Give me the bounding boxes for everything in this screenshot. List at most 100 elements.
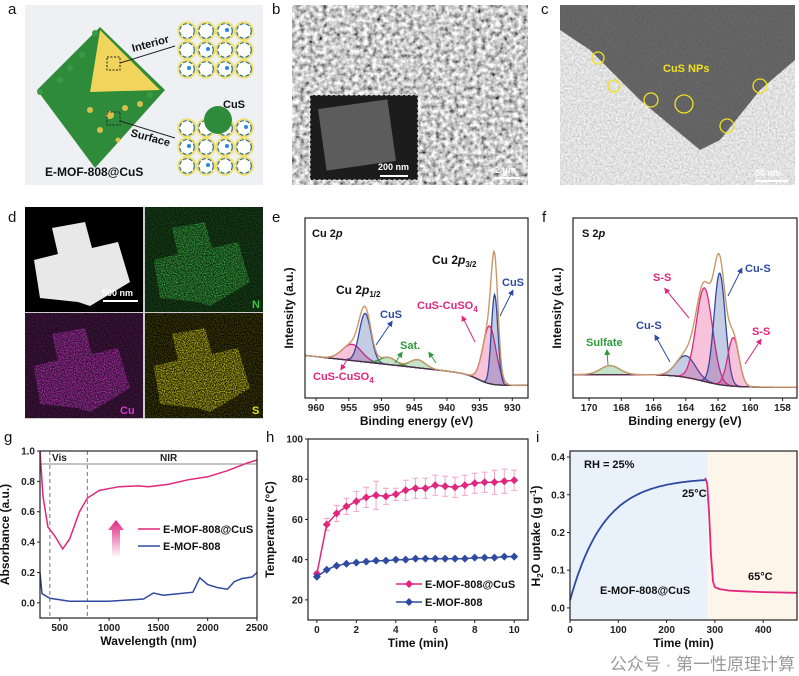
y-tick-label: 0.3 <box>551 490 565 501</box>
desorption-phase-region <box>707 451 797 620</box>
pore-wall <box>179 120 195 136</box>
panel-letter-a: a <box>8 1 17 18</box>
y-axis-label: Intensity (a.u.) <box>282 267 296 348</box>
pore-grid-interior <box>177 21 254 79</box>
x-axis-label: Binding energy (eV) <box>360 414 473 428</box>
y-tick-label: 0.1 <box>551 566 565 577</box>
element-map <box>34 328 130 412</box>
ss-label-1: S-S <box>653 272 671 284</box>
pore-wall <box>236 61 252 77</box>
panel-letter-i: i <box>536 429 539 446</box>
y-tick-label: 0.0 <box>21 598 35 609</box>
panel-d-eds-maps: 500 nm N Cu S <box>25 207 263 419</box>
pore <box>234 118 254 138</box>
x-axis-label: Wavelength (nm) <box>100 634 196 648</box>
cus-label-1: Cu-S <box>636 320 662 332</box>
chart-f-title: S 2p <box>582 228 606 240</box>
enhancement-arrow-icon <box>108 520 124 558</box>
cuso4-label-1: CuS-CuSO4 <box>313 371 374 385</box>
x-tick-label: 0 <box>314 625 320 636</box>
x-tick-label: 164 <box>677 403 694 414</box>
y-tick-label: 60 <box>292 515 304 526</box>
x-tick-label: 6 <box>432 625 438 636</box>
envelope-curve <box>573 252 797 388</box>
pore <box>234 59 254 79</box>
legend-label-mof: E-MOF-808 <box>163 541 220 553</box>
pore-wall <box>179 23 195 39</box>
pore-wall <box>179 139 195 155</box>
y-tick-label: 0.0 <box>551 603 565 614</box>
x-axis-label: Time (min) <box>388 636 448 650</box>
component-fill-cus-cuso4 <box>305 326 528 386</box>
x-axis-label: Time (min) <box>653 636 713 650</box>
pore-wall <box>198 139 214 155</box>
pore-wall <box>217 139 233 155</box>
chart-e-annotations: Cu 2p Cu 2p1/2 Cu 2p3/2 CuS CuS CuS-CuSO… <box>312 228 524 385</box>
map-label-s: S <box>252 405 259 417</box>
pore-wall <box>198 23 214 39</box>
scale-bar: 2 μm <box>495 165 516 175</box>
data-point-e-mof-808-cus <box>490 478 499 487</box>
y-tick-label: 100 <box>286 435 303 446</box>
plot-frame <box>307 438 529 621</box>
metal-site <box>187 66 191 70</box>
plot-frame <box>304 217 529 399</box>
haadf-particle <box>34 222 130 306</box>
data-point-e-mof-808-cus <box>431 481 440 490</box>
x-tick-label: 200 <box>658 625 675 636</box>
y-tick-label: 80 <box>292 475 304 486</box>
data-point-e-mof-808-cus <box>441 482 450 491</box>
y-tick-label: 20 <box>292 595 304 606</box>
data-point-e-mof-808-cus <box>352 497 361 506</box>
data-point-e-mof-808 <box>411 554 420 563</box>
data-point-e-mof-808-cus <box>450 483 459 492</box>
material-label: E-MOF-808@CuS <box>45 165 143 179</box>
pore <box>196 21 216 41</box>
data-point-e-mof-808 <box>372 556 381 565</box>
pore <box>177 118 197 138</box>
plot-frame <box>39 450 258 619</box>
chart-h-legend: E-MOF-808@CuS E-MOF-808 <box>396 579 515 609</box>
pore <box>177 40 197 60</box>
data-point-e-mof-808 <box>460 554 469 563</box>
material-label: E-MOF-808@CuS <box>600 585 690 597</box>
panel-c-tem-image: CuS NPs 50 nm <box>560 5 795 185</box>
pore <box>234 137 254 157</box>
pore-wall <box>198 61 214 77</box>
y-tick-label: 0.4 <box>551 453 565 464</box>
data-point-e-mof-808 <box>510 552 519 561</box>
data-point-e-mof-808-cus <box>460 481 469 490</box>
map-label-cu: Cu <box>120 405 135 417</box>
map-label-n: N <box>252 299 260 311</box>
x-tick-label: 166 <box>645 403 662 414</box>
pore-wall <box>217 42 233 58</box>
cus-label-2: Cu-S <box>745 263 771 275</box>
y-axis-label: Intensity (a.u.) <box>550 267 564 348</box>
cuso4-label-2: CuS-CuSO4 <box>417 300 478 314</box>
data-point-e-mof-808 <box>401 555 410 564</box>
watermark: 公众号 · 第一性原理计算 <box>610 655 795 674</box>
legend-label-cus: E-MOF-808@CuS <box>163 524 253 536</box>
series-line-e-mof-808 <box>39 571 258 603</box>
pore-wall <box>217 158 233 174</box>
y-tick-label: 1.0 <box>21 447 35 458</box>
pore <box>215 40 235 60</box>
x-tick-label: 950 <box>373 403 390 414</box>
x-axis-label: Binding energy (eV) <box>628 414 741 428</box>
chart-h-temperature: 0 2 4 6 8 10 20 40 60 80 100 Time (min) Temperature … <box>263 435 529 650</box>
pore-grid-surface <box>177 118 254 176</box>
cu2p32-label: Cu 2p3/2 <box>432 253 477 269</box>
panel-a-schematic: Interior Surface CuS E-MOF-808@CuS <box>25 5 263 185</box>
x-tick-label: 168 <box>613 403 630 414</box>
y-axis-label: Absorbance (a.u.) <box>0 484 12 585</box>
x-tick-label: 955 <box>340 403 357 414</box>
x-tick-label: 158 <box>774 403 791 414</box>
data-point-e-mof-808 <box>322 565 331 574</box>
x-tick-label: 935 <box>471 403 488 414</box>
pore <box>215 156 235 176</box>
panel-letter-c: c <box>541 1 549 18</box>
data-point-e-mof-808 <box>441 554 450 563</box>
x-tick-label: 940 <box>439 403 456 414</box>
series-line-adsorption <box>569 479 706 601</box>
